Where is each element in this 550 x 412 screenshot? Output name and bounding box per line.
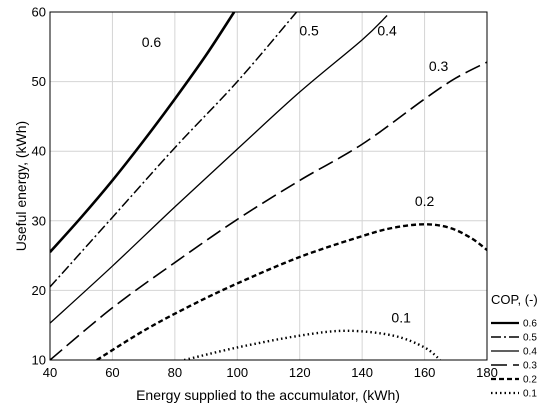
series-line-0-4 [50, 15, 388, 324]
curve-label-0-5: 0.5 [299, 23, 319, 39]
series-line-0-1 [183, 329, 441, 360]
series-line-0-3 [50, 61, 487, 360]
curve-label-0-4: 0.4 [377, 23, 397, 39]
y-tick-label: 40 [32, 144, 46, 159]
legend-label-0-5: 0.5 [523, 333, 537, 344]
x-tick-label: 180 [476, 365, 498, 380]
curve-label-0-1: 0.1 [391, 309, 411, 325]
legend-label-0-3: 0.3 [523, 361, 537, 372]
legend: COP, (-) 0.6 0.5 0.4 0.3 0.2 0.1 [491, 292, 538, 400]
plot-background [50, 12, 487, 360]
x-tick-label: 120 [289, 365, 311, 380]
series-line-0-6 [50, 12, 236, 253]
y-tick-label: 50 [32, 74, 46, 89]
curve-label-0-2: 0.2 [415, 193, 435, 209]
x-tick-label: 40 [43, 365, 57, 380]
legend-title: COP, (-) [491, 292, 538, 307]
legend-label-0-2: 0.2 [523, 375, 537, 386]
y-axis-title: Useful energy, (kWh) [13, 121, 29, 251]
curve-label-0-3: 0.3 [429, 58, 449, 74]
x-tick-label: 80 [168, 365, 182, 380]
legend-label-0-6: 0.6 [523, 319, 537, 330]
x-tick-label: 60 [105, 365, 119, 380]
series-line-0-5 [50, 12, 298, 288]
series-lines [50, 12, 487, 360]
curve-label-0-6: 0.6 [142, 34, 162, 50]
x-tick-label: 100 [226, 365, 248, 380]
y-tick-label: 20 [32, 283, 46, 298]
y-tick-label: 60 [32, 5, 46, 20]
curve-labels: 0.6 0.5 0.4 0.3 0.2 0.1 [142, 23, 449, 326]
x-tick-label: 140 [351, 365, 373, 380]
y-tick-label: 10 [32, 353, 46, 368]
legend-label-0-4: 0.4 [523, 347, 537, 358]
plot-frame [49, 11, 488, 361]
x-axis-title: Energy supplied to the accumulator, (kWh… [136, 387, 400, 403]
legend-label-0-1: 0.1 [523, 389, 537, 400]
y-tick-label: 30 [32, 213, 46, 228]
tick-labels: 40 60 80 100 120 140 160 180 10 20 30 40 50 60 [32, 5, 498, 381]
x-tick-label: 160 [414, 365, 436, 380]
legend-items: 0.6 0.5 0.4 0.3 0.2 0.1 [491, 319, 537, 400]
